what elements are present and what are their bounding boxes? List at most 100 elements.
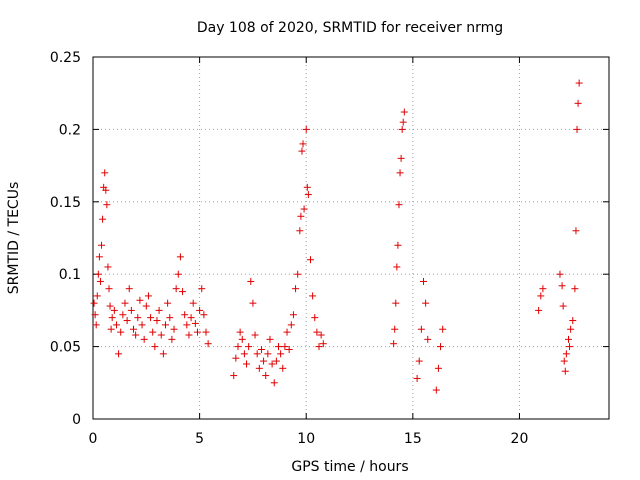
data-point bbox=[391, 325, 399, 333]
data-point bbox=[189, 299, 197, 307]
data-point bbox=[112, 321, 120, 329]
data-point bbox=[238, 335, 246, 343]
data-point bbox=[390, 340, 398, 348]
data-point bbox=[281, 343, 289, 351]
data-point bbox=[105, 285, 113, 293]
data-point bbox=[575, 79, 583, 87]
data-point bbox=[283, 328, 291, 336]
data-point bbox=[317, 331, 325, 339]
data-point bbox=[569, 317, 577, 325]
data-point bbox=[279, 364, 287, 372]
data-point bbox=[172, 285, 180, 293]
y-tick-label: 0 bbox=[72, 412, 81, 428]
data-point bbox=[309, 292, 317, 300]
plot-frame bbox=[92, 56, 610, 420]
data-point bbox=[315, 343, 323, 351]
data-point bbox=[104, 263, 112, 271]
data-point bbox=[161, 321, 169, 329]
data-point bbox=[110, 306, 118, 314]
data-point bbox=[127, 306, 135, 314]
data-point bbox=[142, 302, 150, 310]
data-point bbox=[251, 331, 259, 339]
data-point bbox=[147, 314, 155, 322]
data-point bbox=[99, 215, 107, 223]
grid-lines bbox=[93, 57, 609, 419]
data-point bbox=[566, 343, 574, 351]
data-point bbox=[422, 299, 430, 307]
data-point bbox=[287, 321, 295, 329]
data-point bbox=[270, 379, 278, 387]
data-point bbox=[298, 147, 306, 155]
data-point bbox=[311, 314, 319, 322]
data-point bbox=[313, 328, 321, 336]
data-point bbox=[153, 317, 161, 325]
data-point bbox=[398, 125, 406, 133]
x-tick-label: 10 bbox=[297, 431, 315, 447]
data-point bbox=[245, 343, 253, 351]
x-axis-label: GPS time / hours bbox=[291, 459, 408, 475]
data-point bbox=[424, 335, 432, 343]
data-point bbox=[559, 302, 567, 310]
data-point bbox=[94, 270, 102, 278]
data-point bbox=[535, 306, 543, 314]
data-point bbox=[103, 201, 111, 209]
data-point bbox=[395, 201, 403, 209]
data-point bbox=[170, 325, 178, 333]
data-point bbox=[168, 335, 176, 343]
data-point bbox=[151, 343, 159, 351]
x-tick-label: 20 bbox=[511, 431, 529, 447]
data-point bbox=[257, 345, 265, 353]
data-point bbox=[397, 154, 405, 162]
data-point bbox=[277, 350, 285, 358]
data-point bbox=[255, 364, 263, 372]
data-point bbox=[157, 331, 165, 339]
data-point bbox=[437, 343, 445, 351]
data-point bbox=[155, 306, 163, 314]
data-point bbox=[198, 285, 206, 293]
data-point bbox=[303, 183, 311, 191]
data-point bbox=[394, 241, 402, 249]
data-point bbox=[164, 299, 172, 307]
data-point bbox=[140, 335, 148, 343]
x-tick-label: 15 bbox=[404, 431, 422, 447]
data-point bbox=[136, 296, 144, 304]
data-point bbox=[571, 285, 579, 293]
data-point bbox=[101, 169, 109, 177]
data-point bbox=[249, 299, 257, 307]
data-point bbox=[185, 331, 193, 339]
data-point bbox=[260, 357, 268, 365]
data-point bbox=[240, 350, 248, 358]
y-tick-label: 0.2 bbox=[59, 122, 81, 138]
data-point bbox=[149, 328, 157, 336]
data-point bbox=[297, 212, 305, 220]
data-point bbox=[91, 311, 99, 319]
data-point bbox=[399, 118, 407, 126]
data-point bbox=[96, 277, 104, 285]
data-point bbox=[573, 125, 581, 133]
data-point bbox=[264, 350, 272, 358]
data-point bbox=[230, 372, 238, 380]
data-point bbox=[558, 282, 566, 290]
data-point bbox=[266, 335, 274, 343]
data-point bbox=[432, 386, 440, 394]
data-point bbox=[419, 277, 427, 285]
data-point bbox=[296, 227, 304, 235]
data-point bbox=[289, 311, 297, 319]
data-point bbox=[176, 253, 184, 261]
data-point bbox=[92, 321, 100, 329]
data-point bbox=[539, 285, 547, 293]
data-point bbox=[234, 343, 242, 351]
data-point bbox=[306, 256, 314, 264]
data-point bbox=[174, 270, 182, 278]
data-points bbox=[90, 79, 583, 394]
data-point bbox=[181, 311, 189, 319]
data-point bbox=[95, 253, 103, 261]
data-point bbox=[204, 340, 212, 348]
data-point bbox=[108, 314, 116, 322]
data-point bbox=[243, 360, 251, 368]
data-point bbox=[556, 270, 564, 278]
data-point bbox=[236, 328, 244, 336]
data-point bbox=[299, 140, 307, 148]
data-point bbox=[562, 350, 570, 358]
data-point bbox=[187, 314, 195, 322]
